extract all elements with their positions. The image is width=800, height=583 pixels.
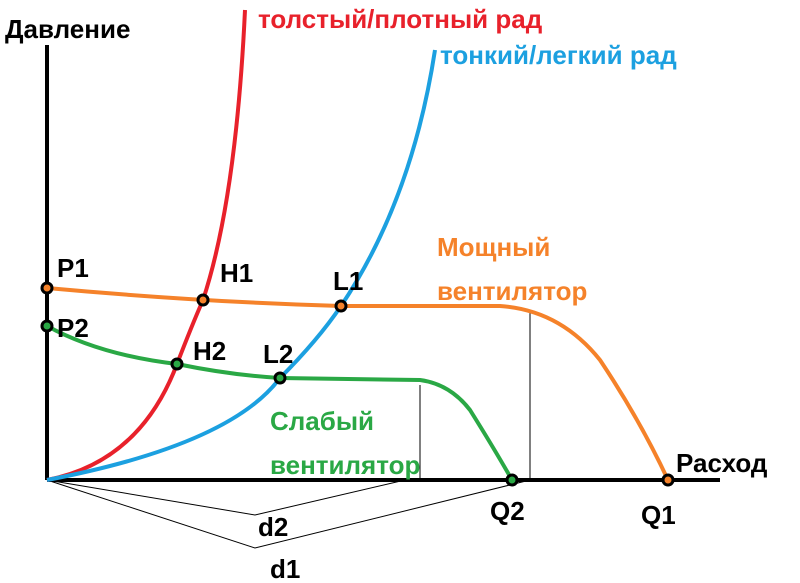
thin-rad-curve	[46, 49, 437, 482]
points	[40, 281, 675, 487]
point-label: P1	[57, 253, 89, 283]
point-label: H2	[193, 336, 226, 366]
distance-label: d2	[258, 512, 288, 542]
point-label: L2	[263, 339, 293, 369]
strong-fan-label: Мощный	[437, 232, 550, 262]
thick-rad-label: толстый/плотный рад	[258, 4, 543, 34]
point-label: Q2	[490, 496, 525, 526]
point-label: H1	[220, 258, 253, 288]
helper-lines	[46, 310, 531, 549]
thick-rad-curve	[46, 9, 247, 482]
weak-fan-curve	[46, 324, 514, 481]
thin-rad-label: тонкий/легкий рад	[440, 40, 677, 70]
weak-fan-label: Слабый	[270, 406, 374, 436]
point-label: L1	[333, 266, 363, 296]
x-axis-label: Расход	[676, 448, 768, 478]
strong-fan-label: вентилятор	[437, 276, 587, 306]
strong-fan-curve	[46, 286, 670, 481]
point-label: Q1	[641, 500, 676, 530]
y-axis-label: Давление	[5, 14, 130, 44]
point-label: P2	[57, 313, 89, 343]
weak-fan-label: вентилятор	[270, 450, 420, 480]
distance-label: d1	[270, 554, 300, 583]
